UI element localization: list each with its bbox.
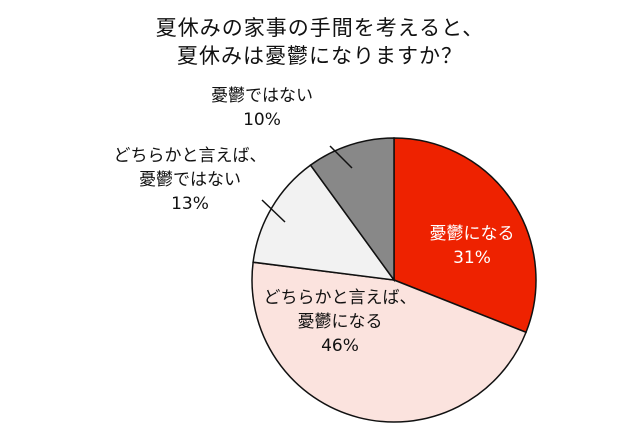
slice-label-4-line-1: 憂鬱ではない <box>211 86 313 106</box>
pie-slice-1 <box>393 137 537 334</box>
slice-value-label-4: 10% <box>243 110 281 130</box>
slice-value-label-1: 31% <box>453 248 491 268</box>
slice-value-label-2: 46% <box>321 336 359 356</box>
slice-label-2-line-1: どちらかと言えば、 <box>264 288 417 308</box>
chart-title-line-2: 夏休みは憂鬱になりますか？ <box>177 44 463 68</box>
pie-slice-2 <box>251 261 528 423</box>
pie-slice-3 <box>252 164 396 281</box>
slice-label-2-line-2: 憂鬱になる <box>298 312 383 332</box>
chart-title-line-1: 夏休みの家事の手間を考えると、 <box>155 16 485 40</box>
slice-label-3-line-1: どちらかと言えば、 <box>114 146 267 166</box>
pie-slice-4 <box>309 137 395 283</box>
slice-label-3-line-2: 憂鬱ではない <box>139 170 241 190</box>
slice-value-label-3: 13% <box>171 194 209 214</box>
leader-line-3 <box>261 199 286 223</box>
slice-label-1-line-1: 憂鬱になる <box>430 224 515 244</box>
leader-line-4 <box>329 145 353 169</box>
